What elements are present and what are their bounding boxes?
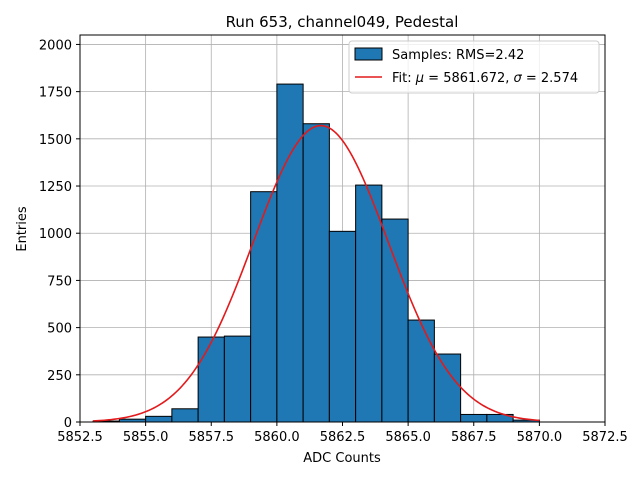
y-tick-label: 2000 <box>39 38 72 53</box>
x-tick-label: 5865.0 <box>385 430 431 445</box>
histogram-bar <box>171 408 199 423</box>
x-axis-label: ADC Counts <box>303 451 381 466</box>
legend-fit-prefix: Fit: <box>392 71 416 86</box>
y-tick-label: 1250 <box>39 180 72 195</box>
y-axis-ticks: 0 250 500 750 1000 1250 1500 1750 2000 <box>39 38 80 431</box>
histogram-bar <box>250 191 278 423</box>
histogram-bar <box>460 413 488 423</box>
legend-sigma-value: = 2.574 <box>522 71 578 86</box>
histogram-bar <box>145 415 173 423</box>
y-tick-label: 1000 <box>39 227 72 242</box>
histogram-bar <box>433 353 462 423</box>
x-tick-label: 5870.0 <box>517 430 563 445</box>
x-tick-label: 5855.0 <box>123 430 169 445</box>
histogram-bar <box>276 83 304 423</box>
y-tick-label: 1500 <box>39 133 72 148</box>
x-tick-label: 5872.5 <box>582 430 628 445</box>
y-tick-label: 1750 <box>39 86 72 101</box>
x-tick-label: 5860.0 <box>254 430 300 445</box>
histogram-bar <box>223 335 252 423</box>
histogram-bar <box>328 230 357 423</box>
histogram-bar <box>197 336 225 423</box>
y-tick-label: 250 <box>47 369 72 384</box>
histogram-bar <box>407 319 435 423</box>
legend-sigma-symbol: σ <box>514 71 523 86</box>
x-tick-label: 5867.5 <box>451 430 497 445</box>
histogram-bars <box>92 83 540 423</box>
legend-box <box>348 40 600 94</box>
histogram-bar <box>302 123 330 423</box>
x-tick-label: 5862.5 <box>320 430 366 445</box>
y-tick-label: 750 <box>47 274 72 289</box>
gaussian-fit-line <box>93 124 540 422</box>
chart-title: Run 653, channel049, Pedestal <box>226 13 459 31</box>
x-tick-label: 5857.5 <box>189 430 235 445</box>
y-axis-label: Entries <box>15 206 30 252</box>
legend-samples-label: Samples: RMS=2.42 <box>392 48 524 63</box>
y-tick-label: 500 <box>47 322 72 337</box>
legend-fit-label: Fit: μ = 5861.672, σ = 2.574 <box>392 71 578 86</box>
histogram-bar <box>381 218 409 423</box>
legend-mu-symbol: μ <box>415 71 424 86</box>
legend: Samples: RMS=2.42 Fit: μ = 5861.672, σ =… <box>348 40 600 94</box>
histogram-bar <box>355 184 383 423</box>
y-tick-label: 0 <box>64 416 72 431</box>
x-tick-label: 5852.5 <box>57 430 103 445</box>
legend-samples-swatch <box>354 47 383 61</box>
x-axis-ticks: 5852.5 5855.0 5857.5 5860.0 5862.5 5865.0 5867… <box>57 422 628 445</box>
legend-mu-value: = 5861.672, <box>424 71 513 86</box>
